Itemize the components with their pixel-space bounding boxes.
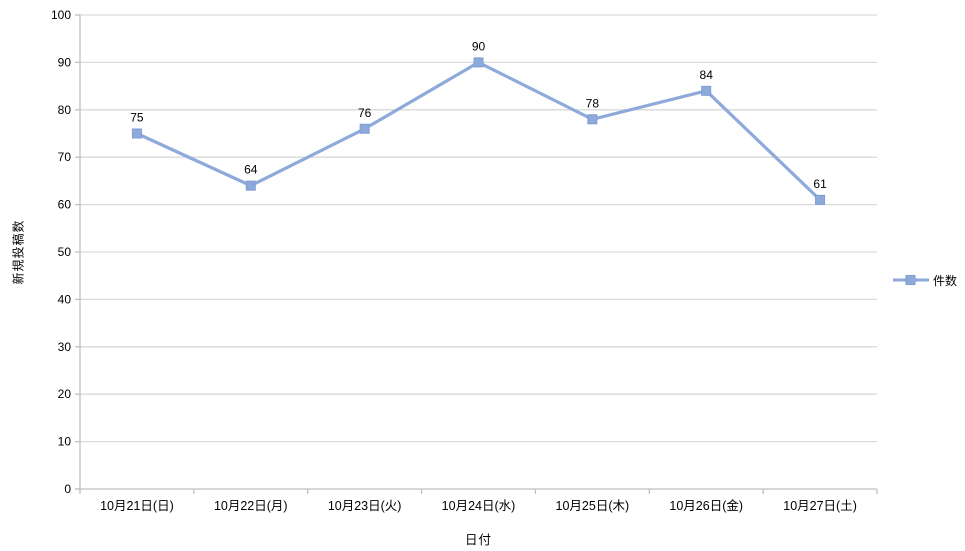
x-category-label: 10月21日(日) bbox=[100, 499, 174, 513]
x-category-label: 10月24日(水) bbox=[442, 499, 516, 513]
x-category-label: 10月25日(木) bbox=[556, 499, 630, 513]
legend: 件数 bbox=[893, 272, 957, 288]
data-point-label: 61 bbox=[813, 177, 827, 191]
data-point-label: 76 bbox=[358, 106, 372, 120]
legend-label: 件数 bbox=[933, 273, 958, 288]
y-tick-label: 20 bbox=[58, 387, 72, 401]
y-tick-label: 100 bbox=[51, 8, 71, 22]
x-category-label: 10月22日(月) bbox=[214, 499, 288, 513]
y-tick-label: 0 bbox=[64, 482, 71, 496]
series-line bbox=[136, 60, 822, 202]
data-point-marker bbox=[587, 114, 598, 125]
x-category-label: 10月27日(土) bbox=[783, 499, 857, 513]
y-tick-label: 60 bbox=[58, 198, 72, 212]
y-tick-label: 30 bbox=[58, 340, 72, 354]
y-tick-label: 40 bbox=[58, 292, 72, 306]
data-point-marker bbox=[131, 128, 142, 139]
legend-line-marker-icon bbox=[893, 275, 929, 285]
data-point-label: 84 bbox=[700, 68, 714, 82]
x-axis-title: 日付 bbox=[464, 533, 492, 547]
legend-marker bbox=[905, 275, 916, 285]
data-point-label: 90 bbox=[472, 39, 486, 53]
y-tick-label: 70 bbox=[58, 150, 72, 164]
data-point-label: 64 bbox=[244, 163, 258, 177]
y-tick-label: 80 bbox=[58, 103, 72, 117]
data-point-label: 78 bbox=[586, 96, 600, 110]
y-tick-label: 50 bbox=[58, 245, 72, 259]
y-axis-title: 新規投稿数 bbox=[11, 219, 26, 285]
data-point-marker bbox=[245, 180, 256, 191]
x-category-label: 10月23日(火) bbox=[328, 499, 402, 513]
data-point-marker bbox=[701, 85, 712, 96]
data-point-marker bbox=[359, 123, 370, 134]
data-point-marker bbox=[473, 57, 484, 68]
x-category-label: 10月26日(金) bbox=[669, 498, 743, 513]
data-point-marker bbox=[815, 194, 826, 205]
data-point-label: 75 bbox=[130, 111, 144, 125]
y-tick-label: 90 bbox=[58, 55, 72, 69]
y-tick-label: 10 bbox=[58, 435, 72, 449]
